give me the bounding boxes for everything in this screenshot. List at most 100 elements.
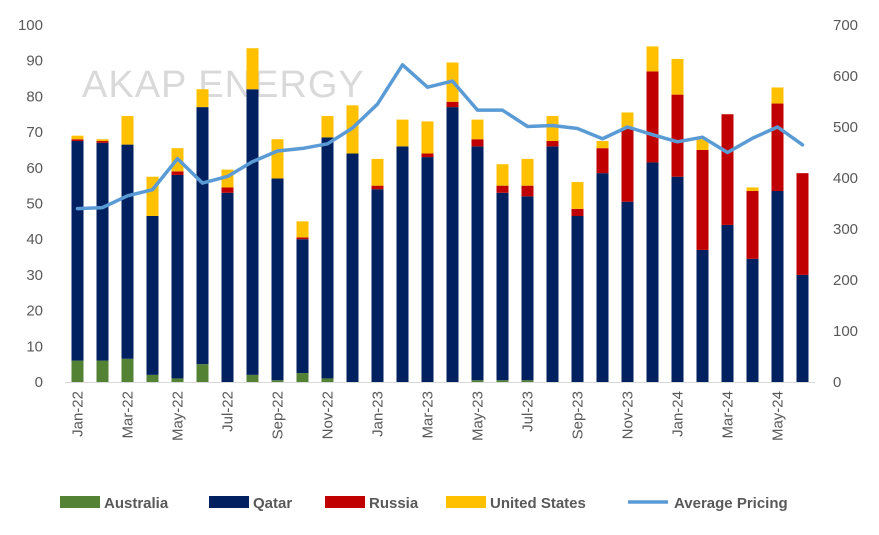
right-axis-tick-label: 700 (833, 17, 858, 34)
bar-qatar-jul-22 (221, 192, 234, 382)
bar-australia-may-23 (471, 380, 484, 382)
bar-qatar-feb-24 (696, 249, 709, 382)
legend-swatch-united-states (446, 496, 486, 508)
bar-united-states-feb-24 (696, 139, 709, 150)
left-axis-tick-label: 70 (26, 124, 43, 141)
bar-russia-jun-24 (796, 173, 809, 275)
bar-russia-oct-23 (596, 148, 609, 174)
bar-australia-sep-22 (271, 380, 284, 382)
bar-united-states-aug-22 (246, 48, 259, 90)
x-axis-tick-label: Mar-24 (720, 391, 737, 439)
bar-united-states-nov-23 (621, 112, 634, 129)
bar-qatar-aug-22 (246, 89, 259, 375)
left-axis-tick-label: 100 (18, 17, 43, 34)
bar-united-states-dec-23 (646, 46, 659, 72)
left-axis-tick-label: 90 (26, 53, 43, 70)
bar-qatar-oct-23 (596, 173, 609, 382)
legend-label-united-states: United States (490, 495, 586, 512)
bar-qatar-may-22 (171, 174, 184, 379)
right-axis-tick-label: 400 (833, 170, 858, 187)
right-axis-tick-label: 300 (833, 221, 858, 238)
line-average-pricing (75, 63, 805, 211)
bar-russia-may-22 (171, 171, 184, 175)
bar-united-states-sep-22 (271, 139, 284, 179)
bar-russia-dec-23 (646, 71, 659, 163)
bar-qatar-jan-22 (71, 141, 84, 361)
bar-united-states-oct-23 (596, 141, 609, 149)
bar-united-states-feb-23 (396, 119, 409, 147)
bar-russia-jul-22 (221, 187, 234, 193)
bar-qatar-feb-23 (396, 146, 409, 382)
bar-qatar-jun-22 (196, 107, 209, 365)
bar-russia-jan-22 (71, 139, 84, 142)
legend-label-australia: Australia (104, 495, 169, 512)
bar-russia-nov-23 (621, 128, 634, 202)
x-axis-tick-label: Sep-23 (570, 391, 587, 439)
bar-qatar-jul-23 (521, 196, 534, 381)
bar-australia-may-22 (171, 378, 184, 382)
bar-qatar-dec-23 (646, 162, 659, 382)
bar-qatar-oct-22 (296, 239, 309, 374)
bar-united-states-apr-24 (746, 187, 759, 192)
bar-russia-jun-23 (496, 185, 509, 193)
bar-united-states-may-24 (771, 87, 784, 104)
bar-russia-mar-24 (721, 114, 734, 225)
x-axis-tick-label: May-24 (770, 391, 787, 441)
x-axis-tick-label: Sep-22 (270, 391, 287, 439)
x-axis-tick-label: Jan-22 (70, 391, 87, 437)
x-axis-tick-label: Nov-23 (620, 391, 637, 439)
x-axis-tick-label: May-23 (470, 391, 487, 441)
legend-label-average-pricing: Average Pricing (674, 495, 788, 512)
left-axis-tick-label: 30 (26, 267, 43, 284)
bar-united-states-feb-22 (96, 139, 109, 142)
left-axis-tick-label: 80 (26, 88, 43, 105)
bar-australia-apr-22 (146, 374, 159, 382)
bar-russia-jul-23 (521, 185, 534, 197)
bar-russia-oct-22 (296, 237, 309, 240)
bar-qatar-apr-24 (746, 258, 759, 382)
x-axis-tick-label: Mar-23 (420, 391, 437, 439)
right-axis-tick-label: 200 (833, 272, 858, 289)
bar-qatar-jan-24 (671, 176, 684, 382)
bar-australia-jun-22 (196, 364, 209, 382)
bar-united-states-jan-23 (371, 158, 384, 186)
bar-australia-aug-22 (246, 374, 259, 382)
bar-russia-may-23 (471, 139, 484, 147)
x-axis-tick-label: Jul-22 (220, 391, 237, 432)
bar-united-states-aug-23 (546, 116, 559, 142)
bar-qatar-apr-22 (146, 215, 159, 375)
x-axis-tick-label: Jul-23 (520, 391, 537, 432)
bar-russia-apr-24 (746, 191, 759, 259)
bar-russia-apr-23 (446, 101, 459, 108)
bar-united-states-nov-22 (321, 116, 334, 138)
bar-russia-feb-24 (696, 149, 709, 250)
legend-label-qatar: Qatar (253, 495, 292, 512)
bar-qatar-mar-24 (721, 224, 734, 382)
bar-qatar-nov-22 (321, 137, 334, 379)
bar-qatar-mar-23 (421, 157, 434, 382)
bar-australia-jun-23 (496, 380, 509, 382)
bar-qatar-sep-22 (271, 178, 284, 381)
left-axis-tick-label: 0 (35, 374, 43, 391)
left-axis: 0 10 20 30 40 50 60 70 80 90 100 (18, 17, 43, 391)
bar-qatar-may-23 (471, 146, 484, 381)
line-group (75, 63, 805, 211)
bar-qatar-apr-23 (446, 107, 459, 383)
bar-qatar-jun-23 (496, 192, 509, 381)
x-axis: Jan-22 Mar-22 May-22 Jul-22 Sep-22 Nov-22 Jan-… (65, 382, 815, 441)
bar-qatar-feb-22 (96, 142, 109, 361)
bar-russia-aug-23 (546, 141, 559, 147)
bar-qatar-jun-24 (796, 274, 809, 382)
bar-australia-mar-22 (121, 358, 134, 382)
legend-swatch-russia (325, 496, 365, 508)
legend-swatch-australia (60, 496, 100, 508)
bar-qatar-mar-22 (121, 144, 134, 359)
left-axis-tick-label: 60 (26, 160, 43, 177)
bar-united-states-jun-23 (496, 164, 509, 186)
bar-qatar-may-24 (771, 191, 784, 382)
bar-russia-jan-23 (371, 185, 384, 190)
bar-russia-sep-23 (571, 208, 584, 216)
x-axis-tick-label: Mar-22 (120, 391, 137, 439)
left-axis-tick-label: 40 (26, 231, 43, 248)
